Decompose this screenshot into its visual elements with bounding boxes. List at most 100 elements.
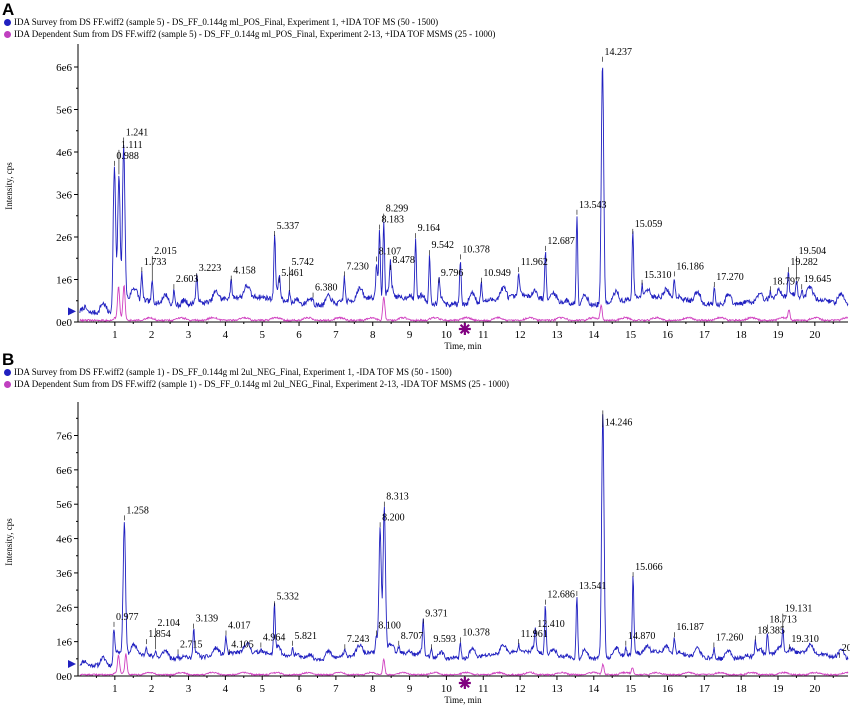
y-tick-label: 5e6 bbox=[56, 105, 72, 117]
x-tick-label: 17 bbox=[699, 683, 711, 695]
baseline-arrow-icon bbox=[68, 659, 76, 668]
peak-label: 2.015 bbox=[154, 246, 177, 257]
peak-label: 7.243 bbox=[347, 634, 370, 645]
x-tick-label: 16 bbox=[662, 329, 674, 341]
y-tick-label: 4e6 bbox=[56, 534, 72, 546]
peak-label: 8.313 bbox=[386, 492, 409, 503]
x-tick-label: 4 bbox=[223, 329, 229, 341]
peak-label: 9.371 bbox=[425, 608, 448, 619]
peak-label: 10.378 bbox=[462, 244, 490, 255]
peak-label: 9.796 bbox=[441, 268, 464, 279]
peak-label: 6.380 bbox=[315, 283, 338, 294]
legend-text-ms: IDA Survey from DS FF.wiff2 (sample 5) -… bbox=[14, 17, 439, 27]
legend-dot-icon bbox=[4, 30, 11, 38]
peak-label: 15.059 bbox=[635, 219, 663, 230]
peak-label: 4.964 bbox=[263, 633, 286, 644]
x-tick-label: 5 bbox=[259, 329, 265, 341]
peak-label: 8.707 bbox=[401, 631, 424, 642]
y-tick-label: 1e6 bbox=[56, 637, 72, 649]
peak-label: 13.543 bbox=[579, 200, 607, 211]
peak-label: 4.158 bbox=[233, 266, 256, 277]
peak-label: 13.541 bbox=[579, 581, 607, 592]
peak-label: 8.100 bbox=[378, 620, 401, 631]
legend-entry-msms: IDA Dependent Sum from DS FF.wiff2 (samp… bbox=[4, 29, 495, 39]
peak-label: 1.733 bbox=[144, 257, 167, 268]
ms-survey-trace bbox=[79, 67, 849, 316]
x-tick-label: 18 bbox=[736, 329, 748, 341]
x-tick-label: 13 bbox=[551, 683, 563, 695]
x-tick-label: 12 bbox=[515, 683, 526, 695]
x-tick-label: 8 bbox=[370, 329, 376, 341]
x-tick-label: 12 bbox=[515, 329, 526, 341]
asterisk-marker-icon bbox=[458, 677, 471, 689]
peak-label: 12.410 bbox=[537, 619, 565, 630]
peak-label: 18.385 bbox=[757, 626, 785, 637]
peak-label: 15.066 bbox=[635, 562, 663, 573]
y-tick-label: 3e6 bbox=[56, 190, 72, 202]
peak-label: 12.687 bbox=[547, 236, 575, 247]
legend-text-ms: IDA Survey from DS FF.wiff2 (sample 1) -… bbox=[14, 367, 452, 377]
peak-label: 5.821 bbox=[294, 631, 317, 642]
chart-panel-b: B IDA Survey from DS FF.wiff2 (sample 1)… bbox=[0, 350, 850, 707]
peak-label: 2.715 bbox=[180, 639, 203, 650]
peak-label: 2.104 bbox=[158, 618, 181, 629]
x-tick-label: 15 bbox=[625, 329, 637, 341]
x-tick-label: 2 bbox=[149, 329, 155, 341]
peak-label: 19.131 bbox=[785, 604, 813, 615]
x-tick-label: 9 bbox=[407, 329, 413, 341]
panel-label-b: B bbox=[2, 350, 15, 369]
x-tick-label: 13 bbox=[551, 329, 563, 341]
x-tick-label: 18 bbox=[736, 683, 748, 695]
x-tick-label: 7 bbox=[333, 329, 339, 341]
x-tick-label: 7 bbox=[333, 683, 339, 695]
x-tick-label: 19 bbox=[773, 329, 785, 341]
peak-label: 16.187 bbox=[676, 622, 704, 633]
x-tick-label: 15 bbox=[625, 683, 637, 695]
x-tick-label: 11 bbox=[478, 329, 489, 341]
peak-label: 16.186 bbox=[676, 261, 704, 272]
peak-label: 19.504 bbox=[799, 246, 827, 257]
x-tick-label: 20 bbox=[809, 683, 821, 695]
legend-entry-msms: IDA Dependent Sum from DS FF.wiff2 (samp… bbox=[4, 379, 509, 389]
peak-label: 19.310 bbox=[791, 634, 819, 645]
peak-label: 10.949 bbox=[483, 268, 511, 279]
peak-label: 5.332 bbox=[276, 591, 299, 602]
peak-label: 14.237 bbox=[605, 47, 633, 58]
legend-text-msms: IDA Dependent Sum from DS FF.wiff2 (samp… bbox=[14, 379, 510, 389]
y-tick-label: 6e6 bbox=[56, 465, 72, 477]
y-axis-title: Intensity, cps bbox=[4, 162, 14, 210]
x-tick-label: 9 bbox=[407, 683, 413, 695]
x-tick-label: 2 bbox=[149, 683, 155, 695]
peak-label: 0.988 bbox=[116, 151, 138, 162]
x-axis-title: Time, min bbox=[444, 341, 482, 351]
asterisk-marker-icon bbox=[458, 323, 471, 335]
y-tick-label: 7e6 bbox=[56, 430, 72, 442]
peak-label: 11.961 bbox=[521, 629, 548, 640]
peak-label: 9.164 bbox=[418, 223, 441, 234]
ms-survey-trace bbox=[79, 414, 849, 669]
x-tick-label: 19 bbox=[773, 683, 785, 695]
peak-label: 14.246 bbox=[605, 417, 633, 428]
panel-label-a: A bbox=[2, 0, 15, 19]
y-tick-label: 3e6 bbox=[56, 568, 72, 580]
legend-text-msms: IDA Dependent Sum from DS FF.wiff2 (samp… bbox=[14, 29, 496, 39]
legend-dot-icon bbox=[4, 380, 11, 388]
msms-sum-trace bbox=[79, 284, 848, 323]
peak-label: 18.797 bbox=[773, 276, 801, 287]
y-tick-label: 2e6 bbox=[56, 602, 72, 614]
x-tick-label: 10 bbox=[441, 683, 453, 695]
peak-label: 5.461 bbox=[281, 268, 304, 279]
peak-label: 1.854 bbox=[148, 629, 171, 640]
peak-label: 18.713 bbox=[769, 615, 797, 626]
peak-label: 9.542 bbox=[432, 240, 455, 251]
peak-label: 8.107 bbox=[379, 247, 402, 258]
x-tick-label: 14 bbox=[588, 329, 600, 341]
peak-label: 2.603 bbox=[176, 274, 199, 285]
y-tick-label: 5e6 bbox=[56, 499, 72, 511]
peak-label: 4.105 bbox=[231, 639, 254, 650]
peak-label: 19.645 bbox=[804, 274, 832, 285]
peak-label: 8.200 bbox=[382, 512, 405, 523]
x-tick-label: 10 bbox=[441, 329, 453, 341]
